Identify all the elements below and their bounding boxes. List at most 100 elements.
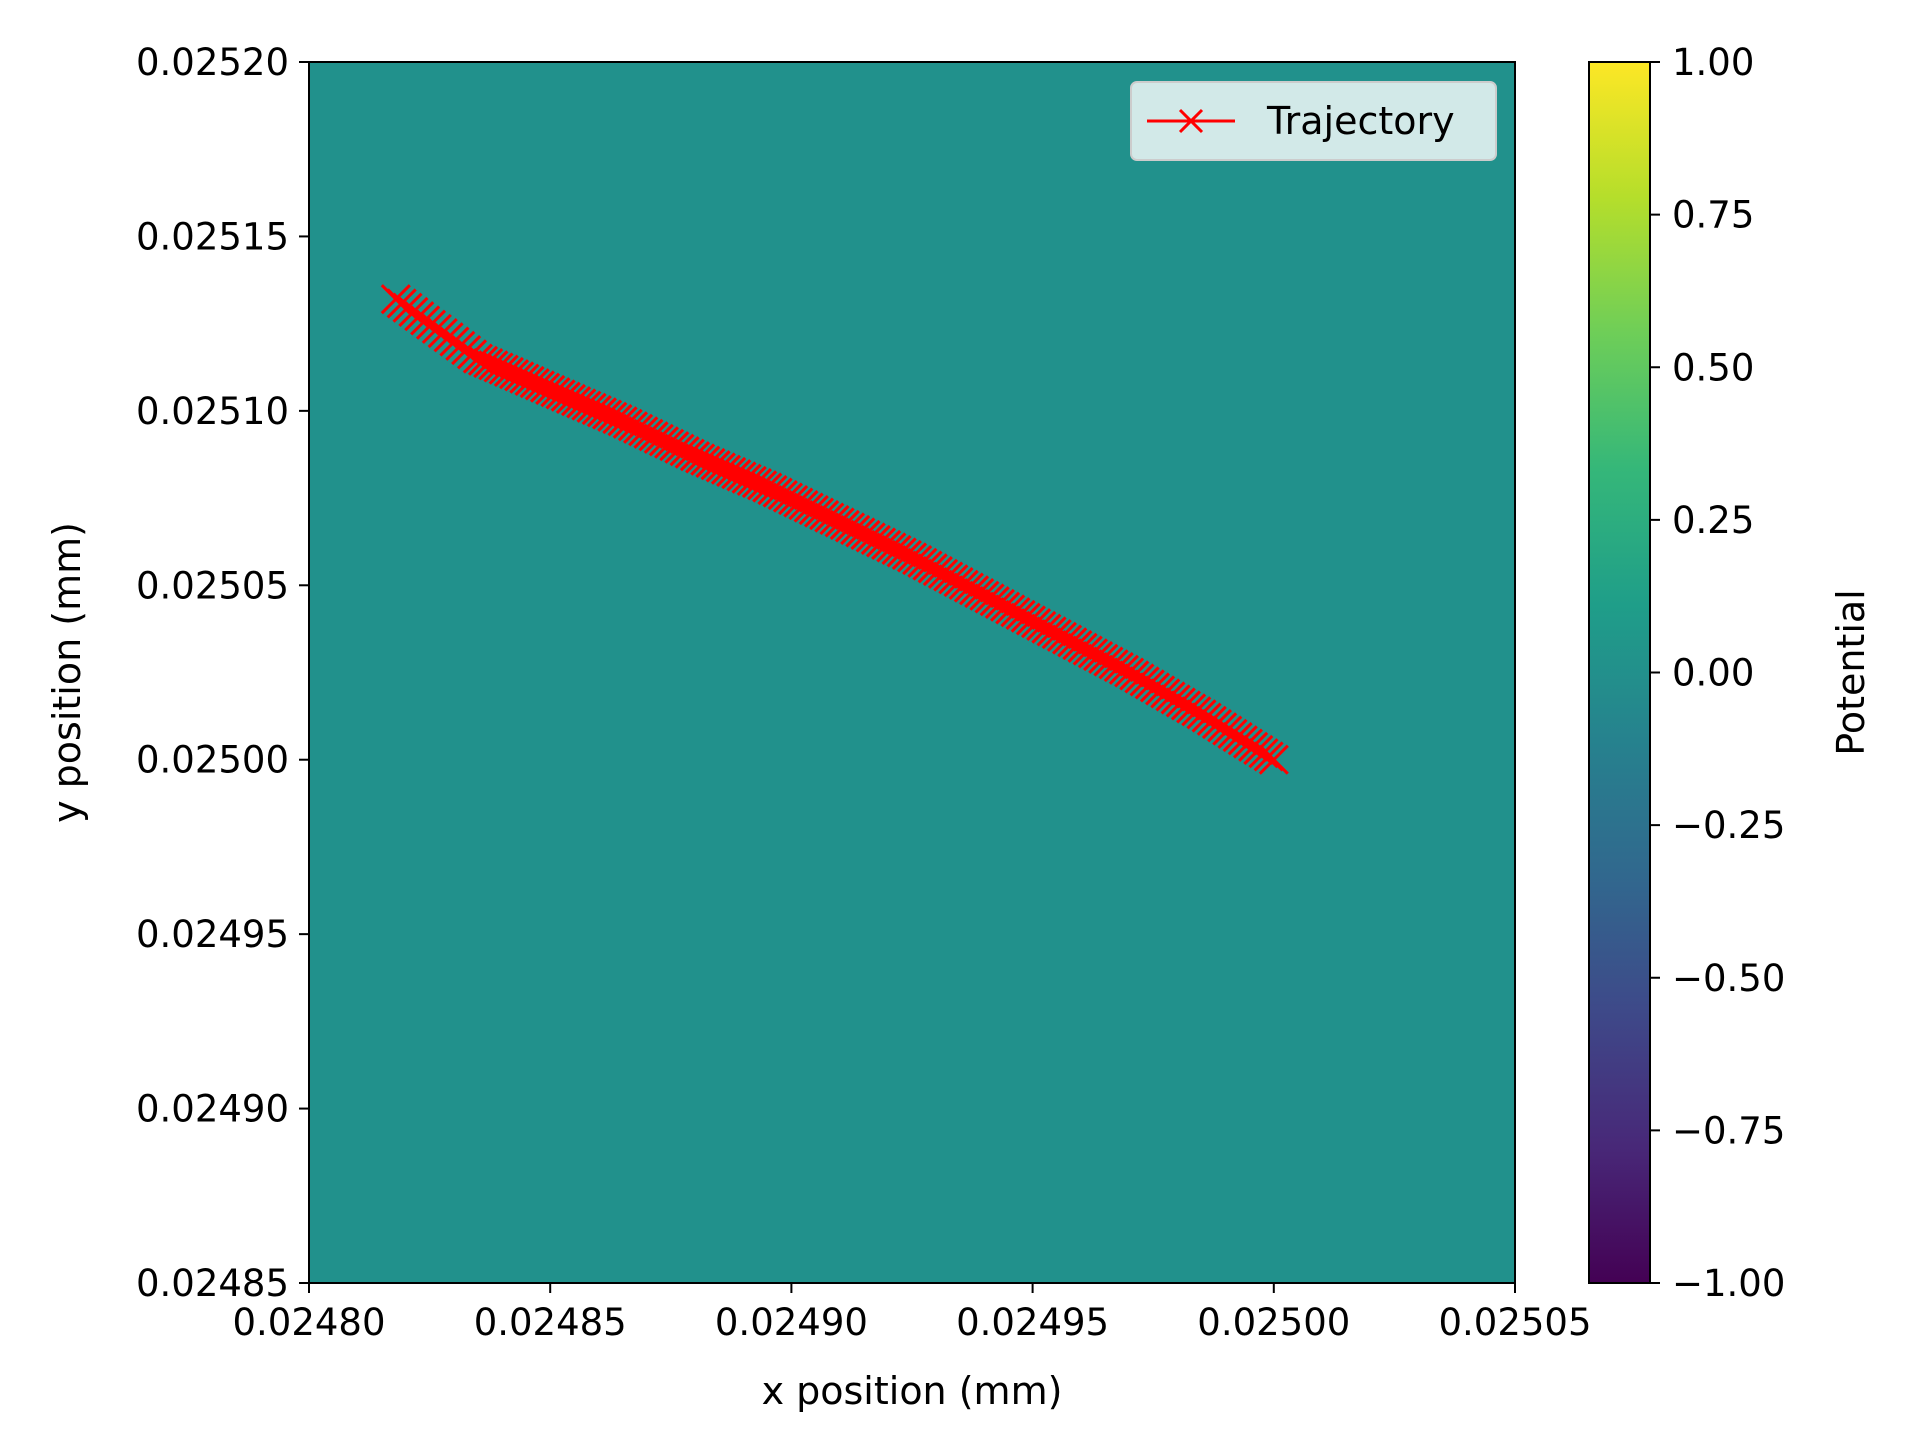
trajectory-marker — [648, 426, 679, 457]
trajectory-marker — [1176, 693, 1207, 724]
legend-marker-x-icon — [1178, 108, 1204, 134]
trajectory-marker — [617, 411, 648, 442]
trajectory-marker — [488, 354, 519, 385]
trajectory-marker — [834, 512, 866, 543]
trajectory-marker — [1083, 640, 1114, 672]
y-tick-label: 0.02490 — [136, 1088, 289, 1131]
trajectory-marker — [478, 350, 509, 381]
trajectory-marker — [721, 459, 752, 490]
trajectory-marker — [1020, 608, 1052, 639]
trajectory-marker — [674, 438, 705, 469]
trajectory-marker — [1181, 696, 1212, 727]
trajectory-marker — [1046, 621, 1077, 652]
trajectory-marker — [762, 477, 793, 508]
trajectory-marker — [1150, 678, 1181, 709]
trajectory-marker — [612, 408, 643, 439]
trajectory-marker — [1098, 649, 1129, 680]
colorbar-tick-label: 0.00 — [1672, 652, 1754, 695]
trajectory-marker — [969, 580, 1000, 611]
trajectory-marker — [871, 529, 902, 560]
trajectory-marker — [891, 539, 922, 570]
legend-entry-label: Trajectory — [1266, 99, 1455, 143]
trajectory-marker — [498, 359, 530, 390]
x-tick-label: 0.02485 — [474, 1301, 627, 1344]
plot-area — [309, 62, 1515, 1283]
trajectory-marker — [633, 418, 664, 449]
trajectory-marker — [917, 553, 948, 584]
trajectory-marker — [623, 413, 654, 444]
trajectory-marker — [1145, 675, 1176, 706]
trajectory-marker — [695, 447, 726, 478]
trajectory-marker — [509, 363, 540, 394]
trajectory-marker — [896, 542, 928, 573]
x-tick-label: 0.02500 — [1197, 1301, 1350, 1344]
trajectory-marker — [654, 428, 685, 459]
trajectory-marker — [927, 558, 959, 589]
trajectory-marker — [659, 431, 690, 462]
trajectory-marker — [529, 372, 561, 403]
x-axis-label: x position (mm) — [762, 1369, 1063, 1413]
trajectory-marker — [840, 514, 871, 546]
trajectory-marker — [1165, 687, 1196, 718]
trajectory-marker — [1088, 643, 1119, 674]
trajectory-marker — [1036, 616, 1067, 647]
trajectory-marker — [907, 547, 938, 578]
trajectory-marker — [685, 443, 716, 474]
trajectory-marker — [1072, 635, 1103, 666]
trajectory-marker — [747, 470, 778, 501]
trajectory-marker — [788, 489, 819, 521]
trajectory-marker — [1051, 624, 1083, 655]
trajectory-marker — [803, 497, 835, 528]
trajectory-marker — [586, 397, 617, 428]
trajectory-marker — [984, 588, 1015, 620]
trajectory-marker — [1124, 663, 1155, 694]
trajectory-marker — [974, 583, 1005, 614]
trajectory-marker — [679, 441, 710, 472]
trajectory-marker — [741, 468, 773, 499]
trajectory-marker — [1010, 602, 1041, 633]
trajectory-marker — [995, 594, 1026, 625]
trajectory-marker — [767, 480, 798, 511]
trajectory-marker — [886, 537, 917, 568]
trajectory-marker — [1134, 669, 1165, 700]
colorbar-tick-label: 0.25 — [1672, 499, 1754, 542]
y-tick-label: 0.02520 — [136, 41, 289, 84]
trajectory-marker — [958, 575, 990, 606]
colorbar-label: Potential — [1829, 589, 1873, 755]
trajectory-marker — [1155, 681, 1186, 712]
trajectory-marker — [752, 472, 783, 503]
y-tick-label: 0.02500 — [136, 739, 289, 782]
trajectory-marker — [845, 517, 876, 548]
trajectory-marker — [731, 463, 762, 494]
colorbar-tick-label: 0.75 — [1672, 194, 1754, 237]
trajectory-marker — [566, 388, 597, 419]
trajectory-marker — [933, 561, 964, 592]
trajectory-marker — [535, 374, 566, 405]
trajectory-marker — [1170, 690, 1201, 721]
trajectory-marker — [669, 436, 700, 467]
y-tick-label: 0.02510 — [136, 390, 289, 433]
trajectory-marker — [881, 534, 912, 565]
trajectory-marker — [953, 572, 984, 603]
trajectory-marker — [948, 569, 979, 600]
trajectory-marker — [1062, 630, 1093, 661]
trajectory-marker — [1160, 684, 1191, 715]
trajectory-marker — [1114, 657, 1145, 688]
trajectory-marker — [519, 368, 550, 399]
trajectory-marker — [493, 356, 524, 388]
trajectory-marker — [1108, 654, 1139, 685]
trajectory-marker — [1129, 666, 1160, 697]
trajectory-marker — [545, 379, 576, 410]
legend: Trajectory — [1130, 81, 1497, 161]
trajectory-marker — [912, 550, 943, 581]
series-layer — [380, 284, 1289, 775]
trajectory-marker — [550, 381, 581, 412]
trajectory-marker — [850, 519, 881, 551]
colorbar-tick-label: −0.25 — [1672, 804, 1785, 847]
trajectory-marker — [597, 401, 628, 432]
trajectory-marker — [473, 347, 504, 379]
trajectory-marker — [772, 482, 804, 513]
trajectory-marker — [664, 433, 695, 464]
trajectory-marker — [524, 370, 555, 401]
trajectory-marker — [591, 399, 623, 430]
